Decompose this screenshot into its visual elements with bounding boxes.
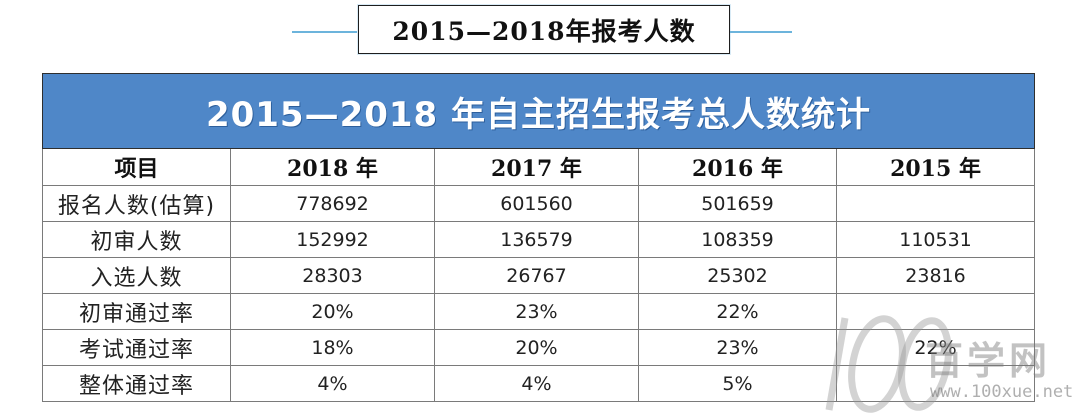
- table-cell: 22%: [638, 293, 837, 330]
- table-row: 报名人数(估算) 778692 601560 501659: [42, 185, 1036, 222]
- column-header: 2018 年: [230, 148, 435, 186]
- table-row: 初审人数 152992 136579 108359 110531: [42, 221, 1036, 258]
- table-cell: 4%: [230, 365, 435, 402]
- row-label: 初审人数: [42, 221, 231, 258]
- table-cell: 108359: [638, 221, 837, 258]
- table-row: 入选人数 28303 26767 25302 23816: [42, 257, 1036, 294]
- table-cell: 136579: [434, 221, 639, 258]
- column-header: 2017 年: [434, 148, 639, 186]
- table-cell: 26767: [434, 257, 639, 294]
- page-title: 2015—2018年报考人数: [358, 5, 730, 54]
- table-cell: [835, 185, 1036, 222]
- table-cell: 22%: [835, 329, 1036, 366]
- banner-divider-left: [292, 31, 358, 33]
- table-cell: 18%: [230, 329, 435, 366]
- row-label: 入选人数: [42, 257, 231, 294]
- table-cell: 23%: [434, 293, 639, 330]
- table-cell: 152992: [230, 221, 435, 258]
- row-label: 初审通过率: [42, 293, 231, 330]
- table-row: 初审通过率 20% 23% 22%: [42, 293, 1036, 330]
- table-cell: 20%: [434, 329, 639, 366]
- table-cell: [835, 365, 1036, 402]
- watermark-url: www.100xue.net: [930, 382, 1074, 402]
- table-row: 整体通过率 4% 4% 5%: [42, 365, 1036, 402]
- table-cell: [835, 293, 1036, 330]
- table-cell: 23%: [638, 329, 837, 366]
- table-cell: 28303: [230, 257, 435, 294]
- table-cell: 23816: [835, 257, 1036, 294]
- table-cell: 778692: [230, 185, 435, 222]
- column-header: 项目: [42, 148, 231, 186]
- table-cell: 501659: [638, 185, 837, 222]
- table-cell: 110531: [835, 221, 1036, 258]
- column-header: 2016 年: [638, 148, 837, 186]
- column-header: 2015 年: [835, 148, 1036, 186]
- row-label: 整体通过率: [42, 365, 231, 402]
- table-cell: 5%: [638, 365, 837, 402]
- table-cell: 601560: [434, 185, 639, 222]
- watermark-brand: 百学网: [925, 338, 1052, 383]
- table-row: 考试通过率 18% 20% 23% 22%: [42, 329, 1036, 366]
- table-cell: 25302: [638, 257, 837, 294]
- row-label: 报名人数(估算): [42, 185, 231, 222]
- applicants-table: 2015—2018 年自主招生报考总人数统计 项目 2018 年 2017 年 …: [41, 73, 1036, 402]
- row-label: 考试通过率: [42, 329, 231, 366]
- banner-divider-right: [730, 31, 792, 33]
- table-cell: 4%: [434, 365, 639, 402]
- table-title: 2015—2018 年自主招生报考总人数统计: [41, 73, 1036, 149]
- table-header-row: 项目 2018 年 2017 年 2016 年 2015 年: [42, 148, 1036, 186]
- table-cell: 20%: [230, 293, 435, 330]
